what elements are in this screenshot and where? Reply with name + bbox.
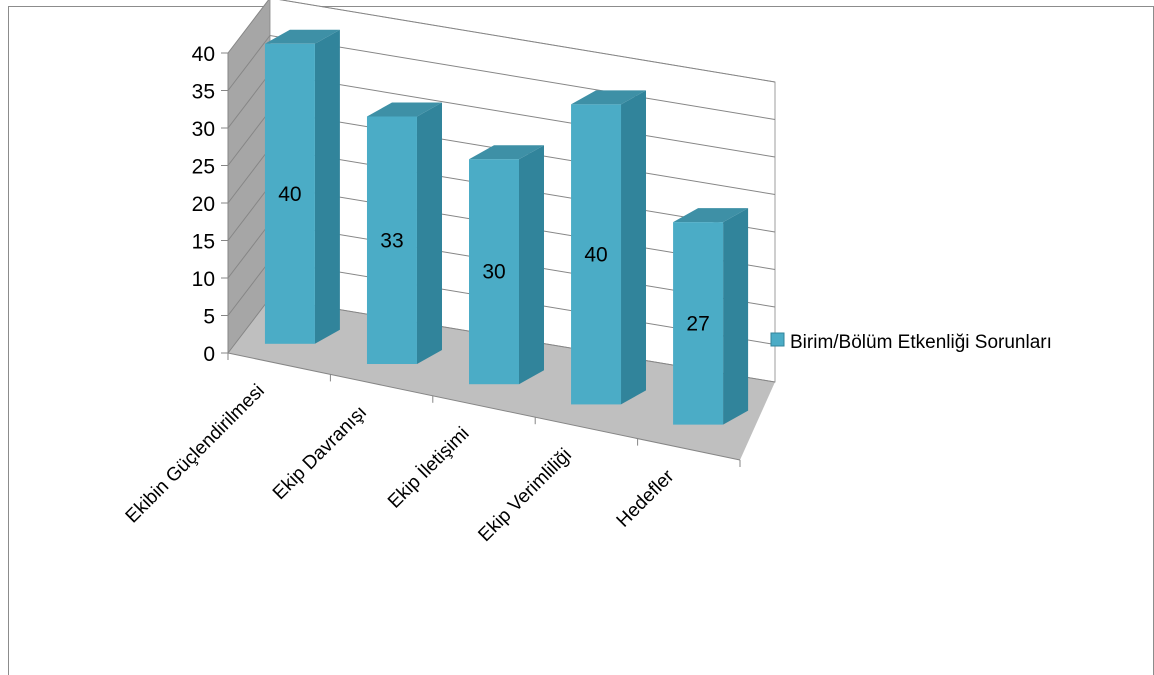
data-label: 40: [584, 243, 607, 266]
legend-label: Birim/Bölüm Etkenliği Sorunları: [790, 332, 1052, 353]
y-axis: 0 5 10 15 20 25 30 35 40: [192, 43, 228, 366]
x-tick-label: Ekip Verimliliği: [474, 445, 575, 546]
x-tick-label: Ekip İletişimi: [384, 423, 474, 513]
x-tick-label: Ekip Davranışı: [269, 402, 371, 504]
chart-side-wall: [228, 0, 270, 353]
bar-side: [621, 90, 646, 404]
legend: Birim/Bölüm Etkenliği Sorunları: [771, 332, 1052, 353]
bar-side: [417, 103, 442, 365]
bar-side: [519, 145, 544, 384]
x-tick-label: Hedefler: [613, 466, 679, 532]
bar-side: [723, 208, 748, 425]
bar-side: [315, 30, 340, 344]
y-tick-label: 10: [192, 268, 215, 291]
data-label: 30: [482, 261, 505, 284]
y-tick-label: 0: [203, 343, 215, 366]
y-tick-label: 20: [192, 193, 215, 216]
x-tick-label: Ekibin Güçlendirilmesi: [122, 380, 269, 527]
bar: 33: [367, 103, 442, 365]
data-label: 40: [278, 183, 301, 206]
y-tick-label: 35: [192, 81, 215, 104]
data-label: 33: [380, 229, 403, 252]
y-tick-label: 5: [203, 306, 215, 329]
bar: 40: [265, 30, 340, 344]
bar: 27: [673, 208, 748, 425]
y-tick-label: 15: [192, 231, 215, 254]
bar: 30: [469, 145, 544, 384]
legend-swatch: [771, 333, 784, 346]
y-tick-label: 30: [192, 118, 215, 141]
y-tick-label: 25: [192, 156, 215, 179]
y-tick-label: 40: [192, 43, 215, 66]
data-label: 27: [686, 312, 709, 335]
bar: 40: [571, 90, 646, 404]
